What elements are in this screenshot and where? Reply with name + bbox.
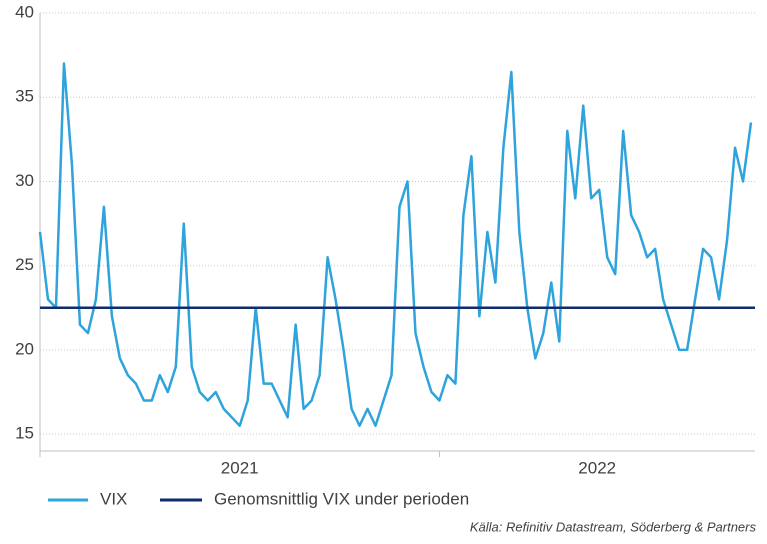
y-tick-label: 35 — [15, 87, 34, 106]
y-tick-label: 20 — [15, 339, 34, 358]
y-tick-label: 15 — [15, 424, 34, 443]
vix-line — [38, 62, 753, 427]
x-tick-label: 2022 — [578, 458, 616, 477]
y-tick-label: 40 — [15, 2, 34, 21]
legend-label: VIX — [100, 489, 127, 508]
y-tick-label: 25 — [15, 255, 34, 274]
source: Källa: Refinitiv Datastream, Söderberg &… — [470, 519, 757, 534]
x-tick-label: 2021 — [221, 458, 259, 477]
y-tick-label: 30 — [15, 171, 34, 190]
legend-label: Genomsnittlig VIX under perioden — [214, 489, 469, 508]
